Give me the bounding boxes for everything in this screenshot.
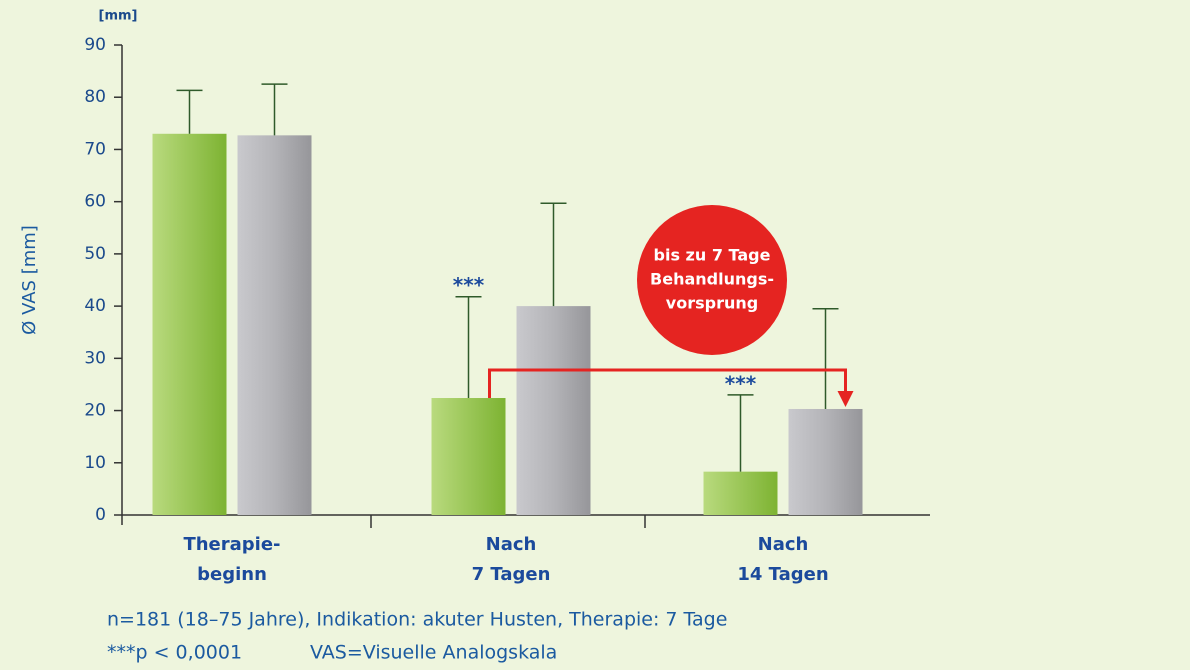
x-tick-label-line: Nach — [486, 534, 537, 555]
error-bar — [261, 83, 288, 136]
bar — [516, 306, 591, 515]
error-bar — [176, 89, 203, 134]
arrow-line — [488, 368, 847, 399]
footnote: VAS=Visuelle Analogskala — [310, 642, 557, 664]
y-axis-label: Ø VAS [mm] — [19, 225, 40, 335]
callout-text: vorsprung — [666, 294, 758, 313]
y-tick-label: 10 — [84, 453, 106, 473]
x-tick-label-line: Nach — [758, 534, 809, 555]
y-tick-label: 60 — [84, 192, 106, 212]
bar — [431, 398, 506, 515]
arrow-head — [837, 390, 854, 407]
callout-circle — [637, 205, 787, 355]
footnote: n=181 (18–75 Jahre), Indikation: akuter … — [107, 609, 727, 631]
x-tick-label-line: 14 Tagen — [737, 564, 828, 585]
y-tick-label: 40 — [84, 296, 106, 316]
y-tick-label: 70 — [84, 139, 106, 159]
error-bar — [727, 394, 754, 472]
y-tick-label: 20 — [84, 401, 106, 421]
footnote: ***p < 0,0001 — [107, 642, 242, 664]
significance: *** — [725, 371, 757, 395]
significance: *** — [453, 273, 485, 297]
callout-text: bis zu 7 Tage — [654, 246, 771, 265]
error-bar — [812, 307, 839, 409]
y-tick-label: 30 — [84, 348, 106, 368]
x-tick-label: Nach 14 Tagen — [737, 534, 828, 585]
y-tick-label: 90 — [84, 35, 106, 55]
bar — [152, 133, 227, 515]
x-tick-label: Therapie-beginn — [183, 534, 280, 585]
bar — [237, 135, 312, 515]
y-tick-label: 80 — [84, 87, 106, 107]
bar — [788, 408, 863, 515]
x-tick-label-line: Therapie- — [183, 534, 280, 555]
x-tick-label: Nach 7 Tagen — [472, 534, 551, 585]
y-tick-label: 50 — [84, 244, 106, 264]
bar — [703, 471, 778, 515]
callout-text: Behandlungs- — [650, 270, 774, 289]
error-bar — [455, 295, 482, 399]
x-tick-label-line: beginn — [197, 564, 267, 585]
y-tick-label: 0 — [95, 505, 106, 525]
x-tick-label-line: 7 Tagen — [472, 564, 551, 585]
error-bar — [540, 202, 567, 307]
y-unit: [mm] — [99, 9, 138, 24]
